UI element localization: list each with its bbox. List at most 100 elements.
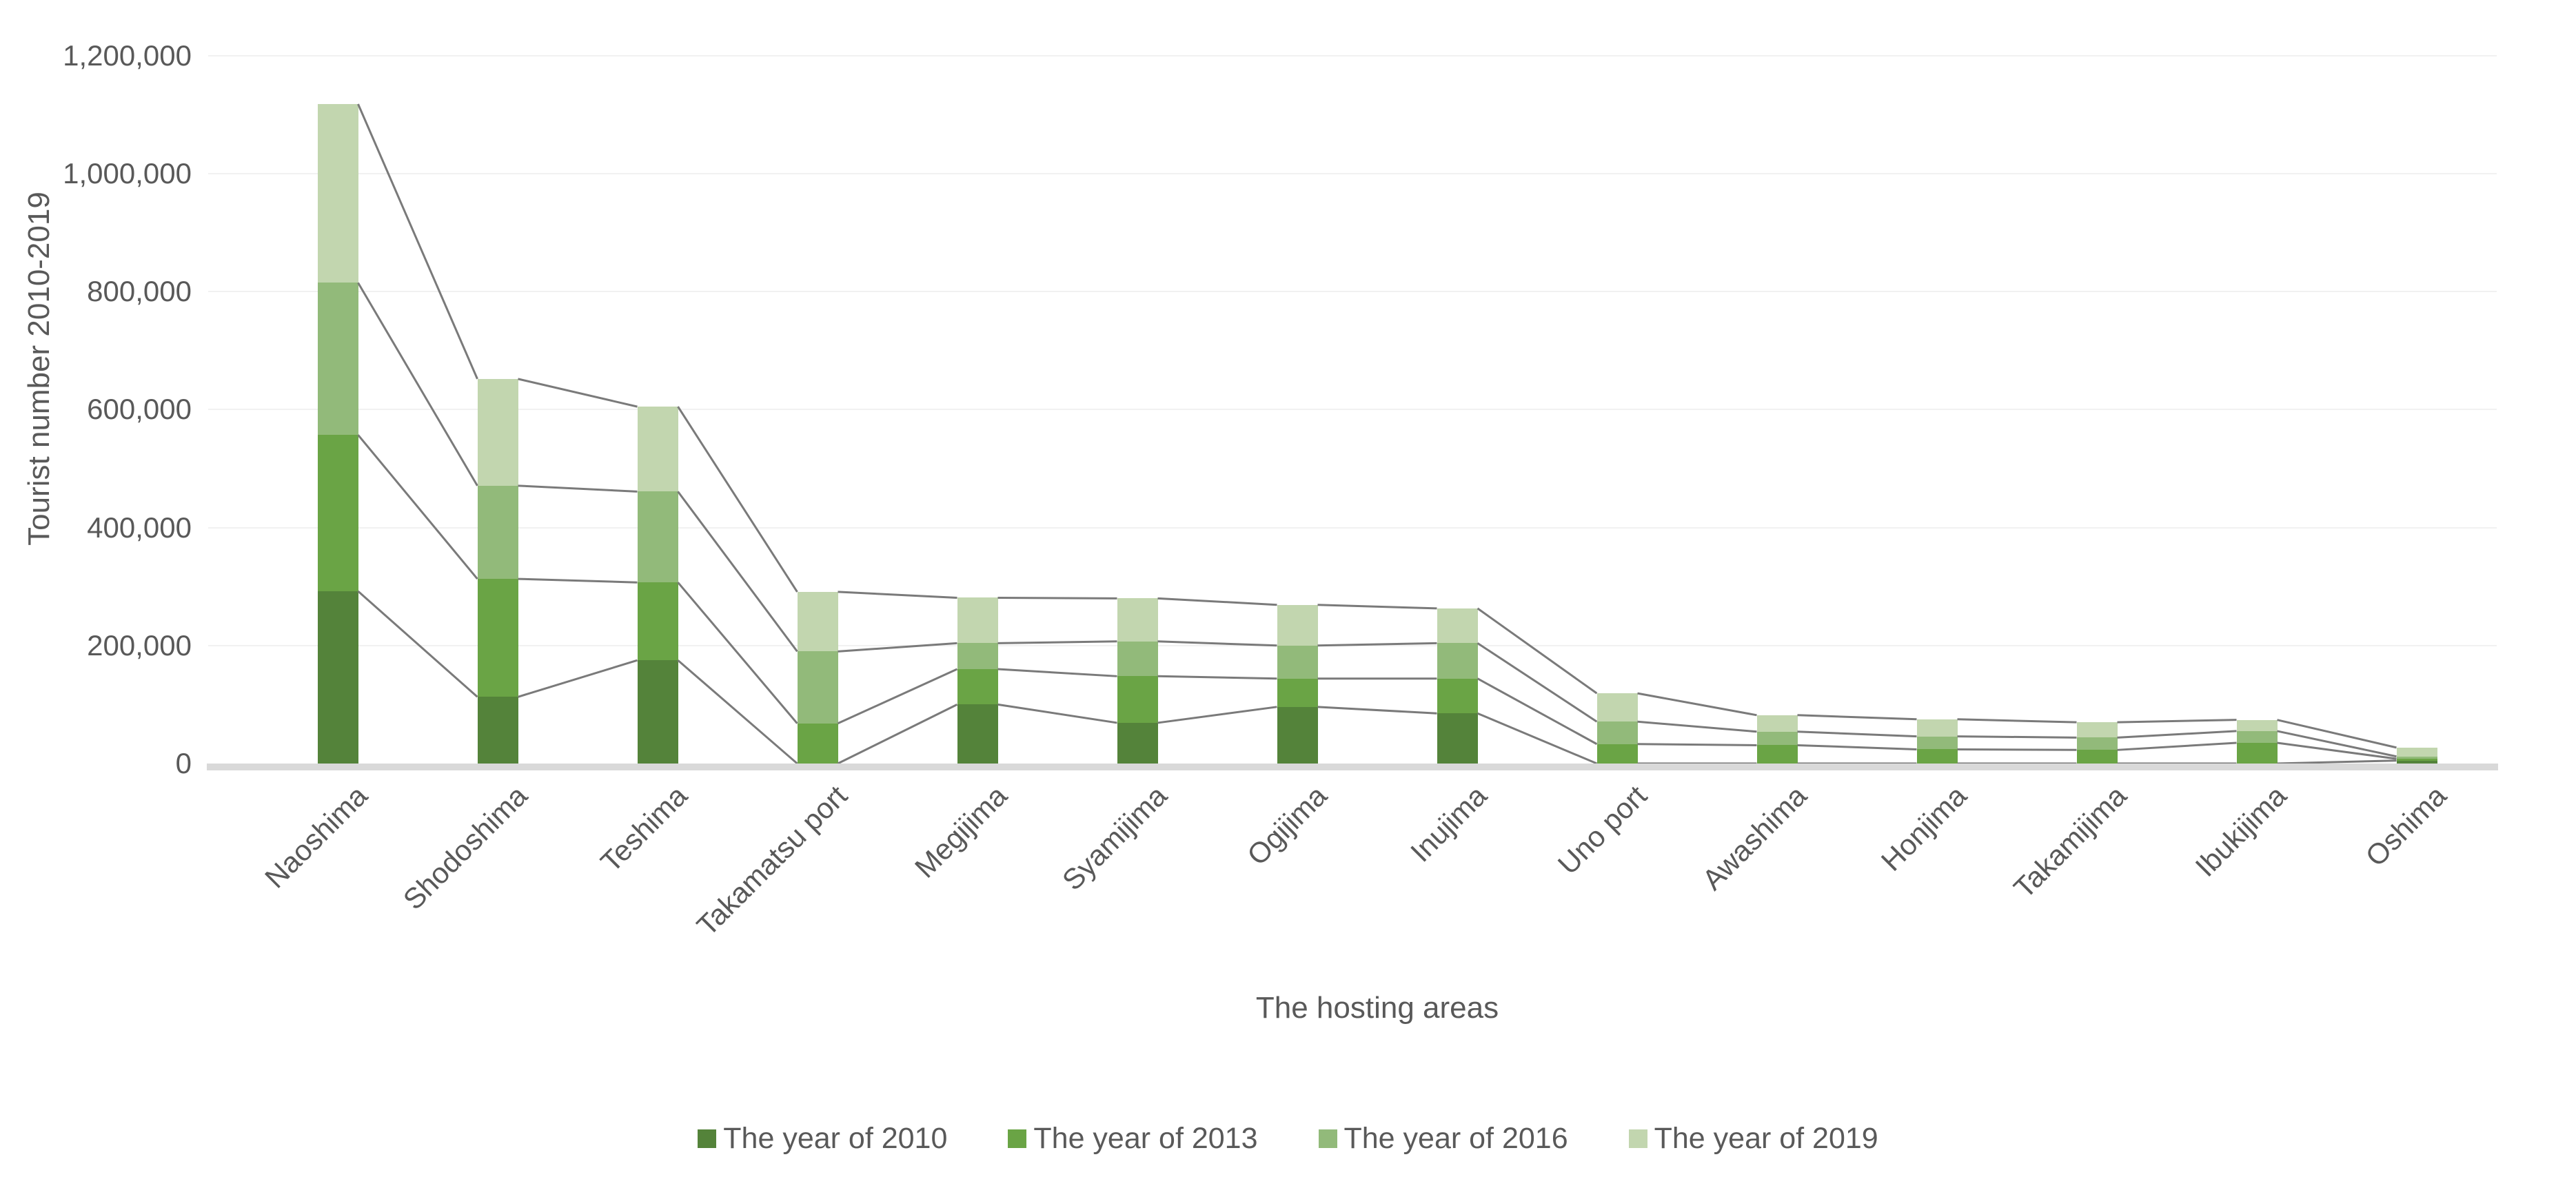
- series-line-2010: [1477, 712, 1598, 765]
- series-line-2016: [2277, 730, 2397, 758]
- gridline: [208, 173, 2497, 174]
- y-tick-label: 200,000: [87, 628, 192, 662]
- series-line-2013: [2117, 741, 2237, 751]
- series-line-2016: [1797, 730, 1917, 738]
- bar-segment-inujima-2019[interactable]: [1437, 608, 1478, 644]
- series-line-2019: [357, 103, 478, 380]
- bar-segment-ogijima-2010[interactable]: [1277, 706, 1318, 764]
- series-line-2010: [1317, 706, 1437, 715]
- bar-segment-syamijima-2019[interactable]: [1117, 598, 1158, 642]
- legend-item-2016[interactable]: The year of 2016: [1318, 1122, 1568, 1156]
- bar-segment-uno-port-2013[interactable]: [1596, 744, 1638, 764]
- bar-segment-ogijima-2016[interactable]: [1277, 645, 1318, 679]
- legend-item-2010[interactable]: The year of 2010: [698, 1122, 947, 1156]
- bar-segment-inujima-2016[interactable]: [1437, 643, 1478, 679]
- series-line-2010: [1157, 706, 1277, 724]
- bar-segment-teshima-2016[interactable]: [637, 491, 678, 583]
- series-line-2019: [2117, 719, 2237, 724]
- legend-swatch-2016: [1318, 1129, 1337, 1148]
- bar-segment-awashima-2019[interactable]: [1756, 715, 1798, 732]
- bar-segment-megijima-2019[interactable]: [957, 597, 998, 644]
- x-axis-line: [207, 764, 2498, 770]
- bar-segment-oshima-2013[interactable]: [2396, 759, 2437, 761]
- bar-segment-oshima-2019[interactable]: [2396, 747, 2437, 757]
- bar-segment-inujima-2010[interactable]: [1437, 713, 1478, 764]
- series-line-2010: [518, 659, 638, 698]
- series-line-2019: [1797, 714, 1917, 721]
- bar-segment-honjima-2019[interactable]: [1916, 719, 1958, 737]
- legend-swatch-2019: [1628, 1129, 1647, 1148]
- bar-segment-takamijima-2013[interactable]: [2076, 750, 2118, 764]
- legend-label: The year of 2010: [723, 1122, 948, 1155]
- bar-segment-teshima-2019[interactable]: [637, 407, 678, 492]
- series-line-2010: [357, 590, 478, 698]
- bar-segment-teshima-2010[interactable]: [637, 660, 678, 764]
- series-line-2016: [1317, 642, 1437, 647]
- series-line-2013: [1957, 748, 2077, 751]
- bar-segment-ibukijima-2016[interactable]: [2236, 730, 2278, 744]
- y-tick-label: 800,000: [87, 275, 192, 308]
- series-line-2010: [677, 659, 798, 765]
- bar-segment-syamijima-2016[interactable]: [1117, 641, 1158, 677]
- series-line-2013: [518, 577, 638, 584]
- bar-segment-ogijima-2019[interactable]: [1277, 604, 1318, 646]
- series-line-2016: [997, 640, 1117, 644]
- gridline: [208, 526, 2497, 529]
- bar-segment-awashima-2013[interactable]: [1756, 745, 1798, 764]
- bar-segment-ibukijima-2013[interactable]: [2236, 743, 2278, 764]
- bar-segment-honjima-2013[interactable]: [1916, 749, 1958, 764]
- series-line-2016: [838, 642, 957, 653]
- series-line-2013: [677, 582, 798, 724]
- y-tick-label: 600,000: [87, 393, 192, 426]
- legend-label: The year of 2019: [1654, 1122, 1878, 1155]
- series-line-2019: [1637, 692, 1757, 717]
- bar-segment-takamijima-2016[interactable]: [2076, 737, 2118, 750]
- series-line-2013: [357, 434, 478, 580]
- bar-segment-ibukijima-2019[interactable]: [2236, 719, 2278, 731]
- bar-segment-takamijima-2019[interactable]: [2076, 722, 2118, 738]
- bar-segment-megijima-2013[interactable]: [957, 669, 998, 705]
- bar-segment-honjima-2016[interactable]: [1916, 736, 1958, 750]
- bar-segment-ogijima-2013[interactable]: [1277, 678, 1318, 707]
- bar-segment-inujima-2013[interactable]: [1437, 678, 1478, 714]
- bar-segment-megijima-2016[interactable]: [957, 643, 998, 670]
- legend-swatch-2013: [1008, 1129, 1027, 1148]
- series-line-2016: [677, 491, 798, 653]
- bar-segment-shodoshima-2013[interactable]: [477, 579, 518, 697]
- gridline: [208, 54, 2497, 57]
- bar-segment-shodoshima-2010[interactable]: [477, 697, 518, 764]
- series-line-2016: [357, 282, 478, 487]
- bar-segment-uno-port-2016[interactable]: [1596, 721, 1638, 744]
- bar-segment-teshima-2013[interactable]: [637, 582, 678, 661]
- bar-segment-shodoshima-2016[interactable]: [477, 485, 518, 580]
- series-line-2016: [1637, 720, 1757, 733]
- bar-segment-oshima-2016[interactable]: [2396, 756, 2437, 759]
- legend: The year of 2010 The year of 2013 The year…: [0, 1122, 2576, 1156]
- bar-segment-oshima-2010[interactable]: [2396, 760, 2437, 764]
- series-line-2019: [1477, 607, 1598, 695]
- bar-segment-naoshima-2019[interactable]: [317, 103, 358, 283]
- series-line-2016: [1477, 642, 1598, 723]
- series-line-2019: [1157, 597, 1277, 606]
- bar-segment-naoshima-2016[interactable]: [317, 283, 358, 436]
- bar-segment-naoshima-2010[interactable]: [317, 591, 358, 764]
- series-line-2013: [1157, 675, 1277, 680]
- bar-segment-naoshima-2013[interactable]: [317, 435, 358, 592]
- bar-segment-shodoshima-2019[interactable]: [477, 378, 518, 486]
- bar-segment-syamijima-2013[interactable]: [1117, 676, 1158, 723]
- legend-swatch-2010: [698, 1129, 717, 1148]
- bar-segment-takamatsu-port-2019[interactable]: [797, 591, 838, 652]
- bar-segment-syamijima-2010[interactable]: [1117, 722, 1158, 764]
- bar-segment-uno-port-2019[interactable]: [1596, 693, 1638, 722]
- bar-segment-takamatsu-port-2013[interactable]: [797, 723, 838, 764]
- series-line-2019: [1957, 718, 2077, 724]
- legend-item-2019[interactable]: The year of 2019: [1628, 1122, 1878, 1156]
- series-line-2016: [1957, 735, 2077, 739]
- bar-segment-megijima-2010[interactable]: [957, 704, 998, 764]
- bar-segment-awashima-2016[interactable]: [1756, 731, 1798, 746]
- series-line-2010: [2277, 759, 2397, 765]
- bar-segment-takamatsu-port-2016[interactable]: [797, 651, 838, 724]
- legend-item-2013[interactable]: The year of 2013: [1008, 1122, 1258, 1156]
